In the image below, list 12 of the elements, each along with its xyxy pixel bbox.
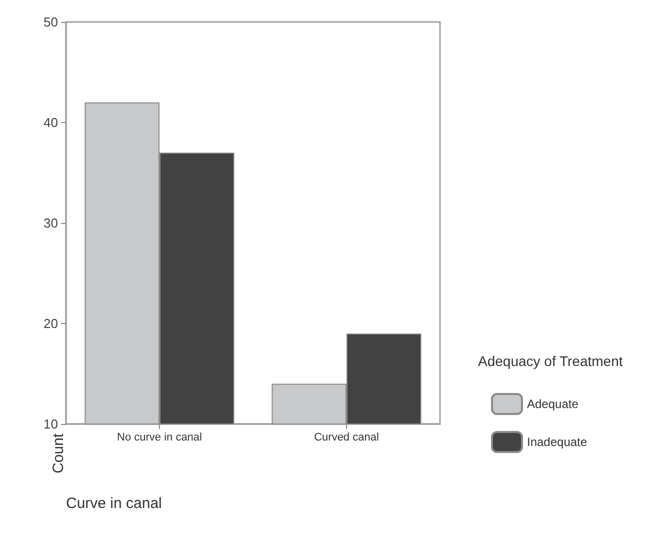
legend-label: Adequate (527, 397, 579, 411)
x-axis-title: Curve in canal (66, 495, 162, 512)
y-tick-label: 10 (44, 416, 58, 432)
legend-label: Inadequate (527, 435, 588, 449)
legend-title: Adequacy of Treatment (478, 353, 623, 369)
y-tick-label: 50 (44, 14, 58, 30)
y-tick-label: 20 (44, 316, 58, 331)
x-tick-label: Curved canal (314, 432, 379, 444)
x-tick-label: No curve in canal (117, 432, 202, 444)
y-tick-label: 30 (44, 216, 58, 230)
y-axis-title: Count (50, 432, 67, 474)
y-tick-label: 40 (44, 115, 58, 130)
